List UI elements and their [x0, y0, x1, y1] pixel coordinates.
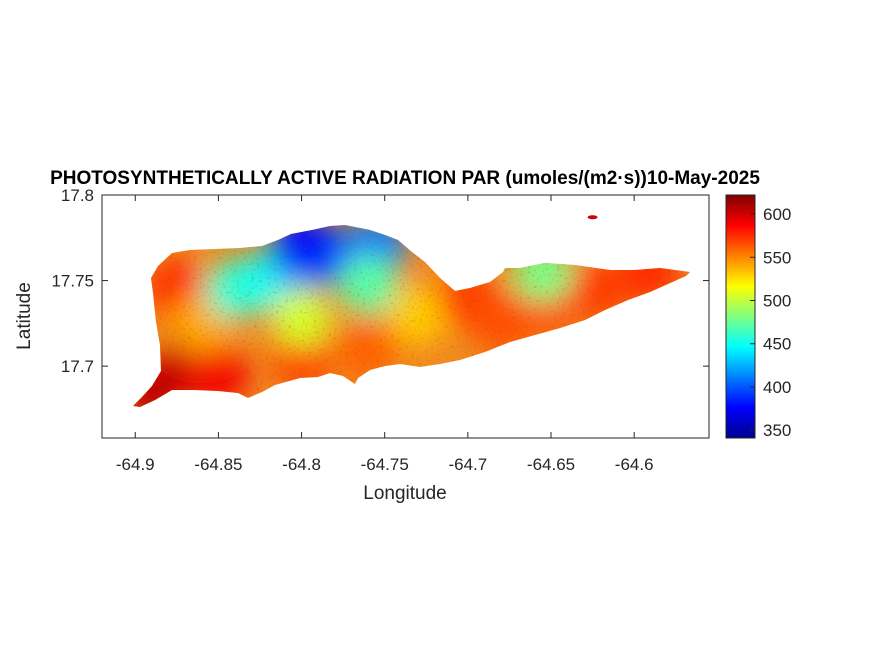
colorbar-tick-label: 600	[763, 205, 791, 224]
x-tick-label: -64.75	[361, 455, 409, 474]
colorbar-tick-label: 400	[763, 378, 791, 397]
y-axis-label: Latitude	[14, 282, 35, 350]
x-tick-label: -64.65	[527, 455, 575, 474]
x-tick-label: -64.8	[282, 455, 321, 474]
x-tick-label: -64.9	[116, 455, 155, 474]
y-tick-label: 17.8	[61, 186, 94, 205]
colorbar-tick-label: 450	[763, 335, 791, 354]
chart-title: PHOTOSYNTHETICALLY ACTIVE RADIATION PAR …	[50, 168, 760, 189]
y-tick-label: 17.75	[51, 272, 94, 291]
colorbar-tick-label: 500	[763, 292, 791, 311]
colorbar-tick-label: 550	[763, 248, 791, 267]
x-tick-label: -64.85	[194, 455, 242, 474]
x-tick-label: -64.7	[448, 455, 487, 474]
x-tick-label: -64.6	[615, 455, 654, 474]
islet-region	[587, 215, 598, 220]
x-axis-label: Longitude	[363, 483, 446, 504]
y-tick-label: 17.7	[61, 357, 94, 376]
colorbar	[725, 194, 756, 439]
colorbar-tick-label: 350	[763, 421, 791, 440]
